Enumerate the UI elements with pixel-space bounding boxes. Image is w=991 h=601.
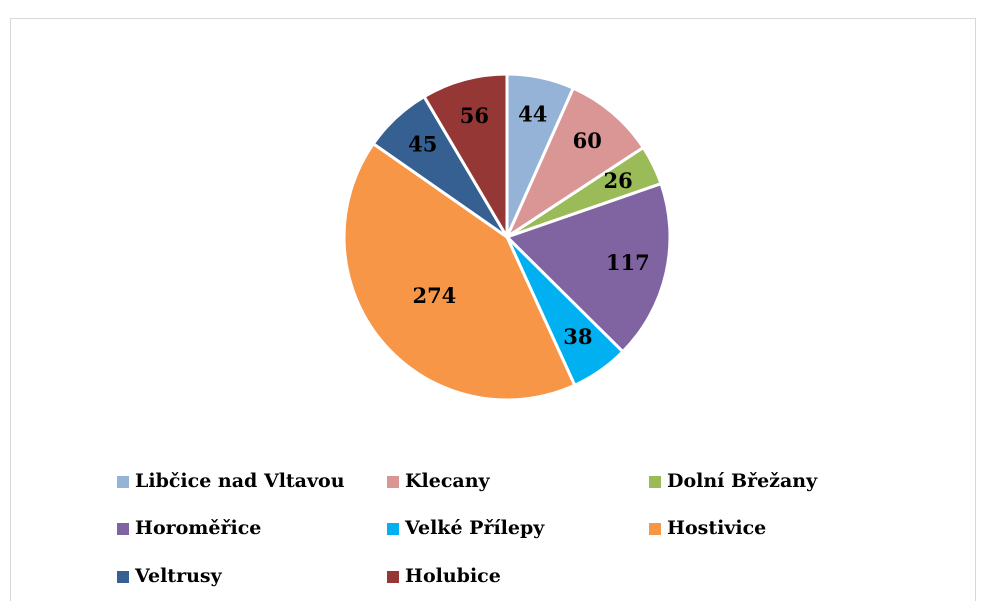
data-label: 45 (408, 132, 437, 157)
pie-slice (504, 181, 672, 354)
legend-swatch (649, 476, 661, 488)
legend-swatch (387, 571, 399, 583)
data-label: 56 (460, 103, 489, 128)
data-label: 44 (518, 101, 547, 126)
legend-label: Veltrusy (134, 565, 223, 587)
legend-label: Dolní Břežany (667, 470, 818, 492)
legend-swatch (117, 523, 129, 535)
legend-label: Holubice (405, 565, 501, 587)
data-label: 38 (563, 324, 592, 349)
legend-label: Horoměřice (135, 517, 261, 539)
legend-label: Hostivice (667, 517, 766, 539)
data-label: 117 (606, 250, 650, 275)
legend-label: Klecany (405, 470, 491, 492)
legend-label: Velké Přílepy (404, 517, 545, 539)
legend-swatch (117, 476, 129, 488)
data-label: 274 (412, 283, 456, 308)
data-label: 60 (573, 128, 602, 153)
pie-slice (422, 72, 509, 243)
data-label: 26 (604, 168, 633, 193)
legend-swatch (117, 571, 129, 583)
pie-slice (503, 86, 646, 242)
legend-label: Libčice nad Vltavou (135, 470, 345, 492)
legend-swatch (387, 476, 399, 488)
legend-swatch (649, 523, 661, 535)
pie-slice (342, 141, 577, 402)
legend-swatch (387, 523, 399, 535)
